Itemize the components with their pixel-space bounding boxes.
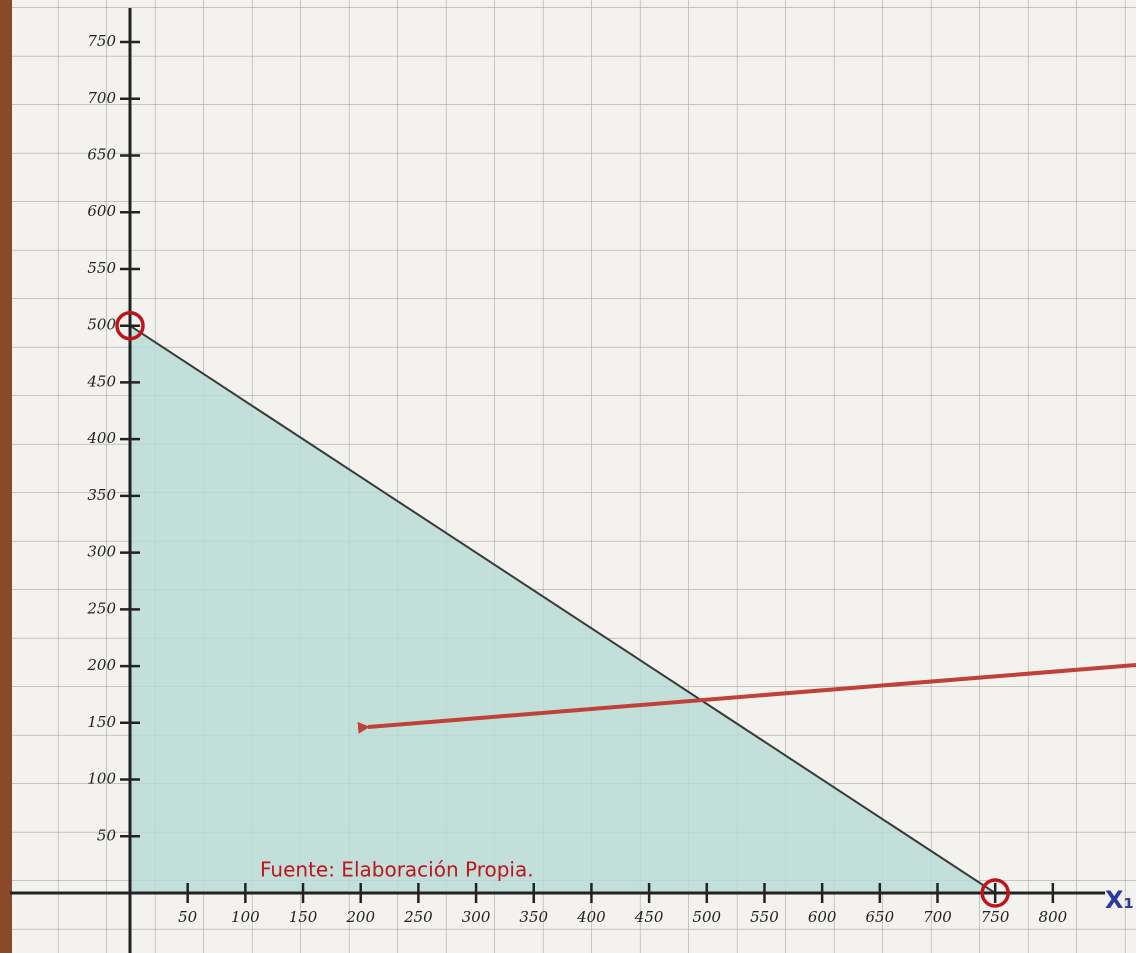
y-tick-label: 750 <box>87 32 116 50</box>
y-tick-label: 500 <box>87 316 116 334</box>
x-tick-label: 100 <box>231 908 260 926</box>
y-tick-label: 100 <box>87 770 116 788</box>
x-tick-label: 250 <box>403 908 433 926</box>
x-tick-label: 800 <box>1039 908 1068 926</box>
y-tick-label: 200 <box>86 656 116 674</box>
y-tick-label: 300 <box>87 543 116 561</box>
x-tick-label: 600 <box>808 908 837 926</box>
x-tick-label: 150 <box>289 908 318 926</box>
x-tick-label: 650 <box>866 908 895 926</box>
x-axis-label: X₁ <box>1105 886 1134 914</box>
y-tick-label: 600 <box>87 202 116 220</box>
y-tick-label: 50 <box>97 826 117 844</box>
y-tick-label: 700 <box>87 89 116 107</box>
x-tick-label: 200 <box>345 908 375 926</box>
x-tick-label: 550 <box>750 908 779 926</box>
x-tick-label: 350 <box>519 908 548 926</box>
x-tick-label: 300 <box>462 908 491 926</box>
y-tick-label: 550 <box>87 259 116 277</box>
y-tick-label: 150 <box>87 713 116 731</box>
y-tick-label: 350 <box>87 486 116 504</box>
y-tick-label: 400 <box>86 429 116 447</box>
x-tick-label: 450 <box>634 908 664 926</box>
x-tick-label: 750 <box>981 908 1010 926</box>
source-note: Fuente: Elaboración Propia. <box>260 858 534 882</box>
page: {"chart_data": {"type": "line", "annotat… <box>0 0 1136 953</box>
y-tick-label: 650 <box>87 146 116 164</box>
page-edge <box>0 0 12 953</box>
x-tick-label: 700 <box>923 908 952 926</box>
y-tick-label: 250 <box>86 599 116 617</box>
y-tick-label: 450 <box>86 372 116 390</box>
x-tick-label: 50 <box>178 908 198 926</box>
x-tick-label: 500 <box>692 908 721 926</box>
chart: 50 100 150 200 250 300 350 400 450 500 550 600 650 70… <box>0 0 1136 953</box>
x-tick-label: 400 <box>576 908 606 926</box>
